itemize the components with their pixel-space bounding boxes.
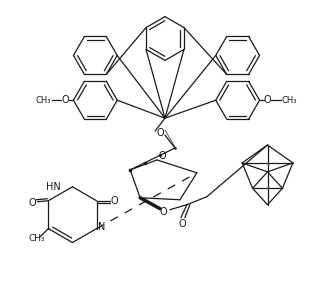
Text: CH₃: CH₃ <box>282 96 297 105</box>
Text: O: O <box>158 151 166 161</box>
Text: CH₃: CH₃ <box>36 96 51 105</box>
Text: O: O <box>28 198 36 208</box>
Text: O: O <box>111 196 118 206</box>
Text: O: O <box>156 128 164 138</box>
Text: HN: HN <box>46 182 61 192</box>
Text: O: O <box>159 207 167 217</box>
Text: O: O <box>178 219 186 229</box>
Text: N: N <box>98 222 105 232</box>
Text: CH₃: CH₃ <box>28 234 45 243</box>
Text: O: O <box>62 95 69 105</box>
Text: O: O <box>264 95 271 105</box>
